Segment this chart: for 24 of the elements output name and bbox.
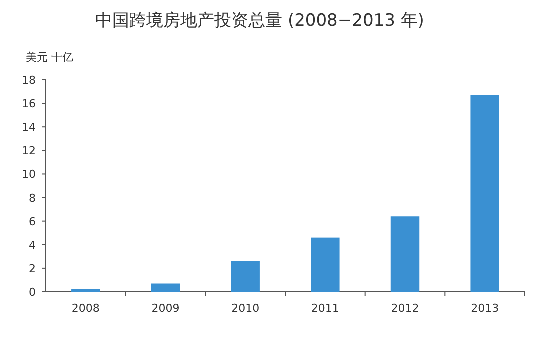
y-tick-label: 8	[29, 192, 36, 205]
y-axis-title: 美元 十亿	[26, 51, 74, 64]
y-tick-label: 14	[22, 121, 36, 134]
y-tick-label: 2	[29, 262, 36, 276]
y-tick-label: 16	[22, 98, 36, 111]
bar	[231, 261, 260, 292]
bar	[72, 289, 100, 292]
y-tick-label: 12	[22, 144, 36, 158]
x-tick-label: 2012	[391, 302, 420, 315]
y-tick-label: 10	[22, 168, 36, 182]
bar	[151, 284, 180, 292]
x-tick-label: 2010	[232, 302, 260, 315]
bar	[390, 216, 420, 292]
x-tick-label: 2011	[311, 302, 340, 315]
x-tick-label: 2013	[471, 302, 500, 315]
bar	[470, 95, 500, 292]
y-tick-label: 6	[29, 215, 36, 228]
x-tick-label: 2008	[72, 302, 100, 315]
y-tick-label: 4	[29, 238, 36, 252]
chart-title: 中国跨境房地产投资总量 (2008−2013 年)	[96, 11, 424, 31]
bar	[311, 238, 340, 292]
x-tick-label: 2009	[152, 302, 180, 315]
y-tick-label: 18	[22, 74, 36, 87]
y-tick-label: 0	[29, 286, 36, 299]
